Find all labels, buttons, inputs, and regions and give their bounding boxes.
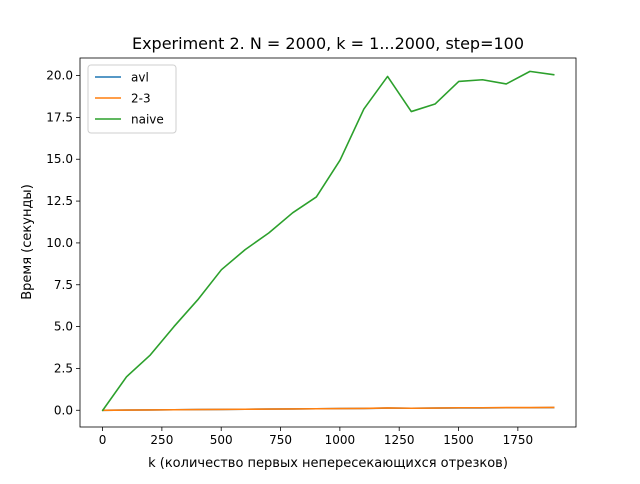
y-tick-label: 0.0 bbox=[54, 403, 73, 417]
legend-label-2-3: 2-3 bbox=[131, 92, 151, 106]
chart-title: Experiment 2. N = 2000, k = 1...2000, st… bbox=[132, 34, 524, 53]
x-axis-label: k (количество первых непересекающихся от… bbox=[148, 456, 508, 471]
series-line-naive bbox=[101, 70, 555, 412]
x-tick-label: 1000 bbox=[325, 433, 356, 447]
y-axis-label: Время (секунды) bbox=[20, 184, 35, 300]
y-tick-label: 5.0 bbox=[54, 320, 73, 334]
x-axis-ticks: 0 250 500 750 1000 1250 1500 1750 bbox=[99, 427, 533, 447]
chart-legend: avl 2-3 naive bbox=[87, 64, 177, 134]
x-tick-label: 750 bbox=[269, 433, 292, 447]
legend-label-naive: naive bbox=[131, 113, 164, 127]
legend-label-avl: avl bbox=[131, 71, 149, 85]
axes-frame bbox=[79, 57, 577, 428]
y-tick-label: 17.5 bbox=[46, 110, 73, 124]
x-tick-label: 250 bbox=[150, 433, 173, 447]
y-tick-label: 12.5 bbox=[46, 194, 73, 208]
series-line-2-3 bbox=[101, 406, 555, 412]
x-tick-label: 1750 bbox=[503, 433, 534, 447]
legend-box bbox=[87, 64, 177, 134]
y-tick-label: 2.5 bbox=[54, 361, 73, 375]
y-axis-ticks: 0.0 2.5 5.0 7.5 10.0 12.5 15.0 17.5 20.0 bbox=[46, 69, 80, 417]
x-tick-label: 1500 bbox=[443, 433, 474, 447]
y-tick-label: 10.0 bbox=[46, 236, 73, 250]
y-tick-label: 7.5 bbox=[54, 278, 73, 292]
x-tick-label: 1250 bbox=[384, 433, 415, 447]
x-tick-label: 0 bbox=[99, 433, 107, 447]
legend-items: avl 2-3 naive bbox=[95, 71, 164, 127]
y-tick-label: 20.0 bbox=[46, 69, 73, 83]
plot-lines bbox=[101, 70, 555, 412]
x-tick-label: 500 bbox=[210, 433, 233, 447]
y-tick-label: 15.0 bbox=[46, 152, 73, 166]
